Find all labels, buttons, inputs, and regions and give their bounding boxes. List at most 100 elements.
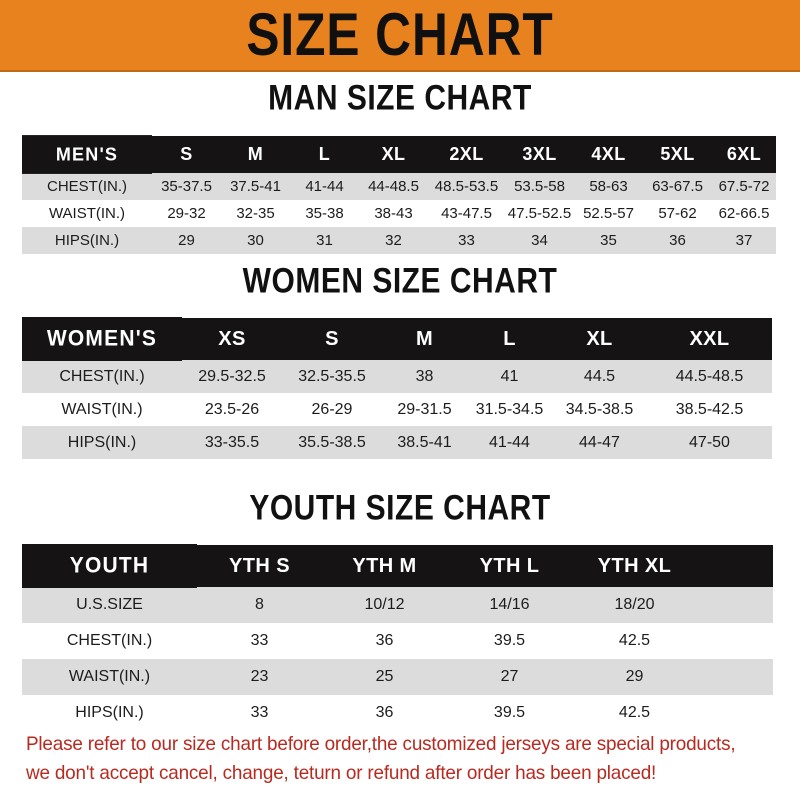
disclaimer-text: Please refer to our size chart before or… [26,730,755,788]
youth-header-spacer [697,545,773,587]
youth-row-3-cell-1: 36 [322,695,447,731]
table-row: HIPS(IN.) 33-35.5 35.5-38.5 38.5-41 41-4… [22,426,772,459]
women-header-cell-2: S [282,318,382,360]
men-row-2-cell-6: 35 [574,227,643,254]
youth-row-3-cell-2: 39.5 [447,695,572,731]
women-row-2-cell-4: 44-47 [552,426,647,459]
youth-row-3-cell-3: 42.5 [572,695,697,731]
women-row-2-label: HIPS(IN.) [22,426,182,459]
youth-header-cell-2: YTH M [322,545,447,587]
youth-section-title: YOUTH SIZE CHART [249,488,551,528]
men-row-0-cell-5: 53.5-58 [505,173,574,200]
youth-row-1-spacer [697,623,773,659]
women-row-1-cell-3: 31.5-34.5 [467,393,552,426]
youth-row-0-label: U.S.SIZE [22,587,197,623]
youth-row-2-cell-3: 29 [572,659,697,695]
women-row-1-cell-0: 23.5-26 [182,393,282,426]
disclaimer-line-2: we don't accept cancel, change, teturn o… [26,762,657,784]
men-header-cell-5: 2XL [428,136,505,173]
men-row-1-cell-1: 32-35 [221,200,290,227]
women-section-title: WOMEN SIZE CHART [242,261,558,301]
women-header-cell-0: WOMEN'S [22,316,182,362]
men-row-2-cell-5: 34 [505,227,574,254]
youth-size-table: YOUTH YTH S YTH M YTH L YTH XL U.S.SIZE … [22,543,773,731]
men-row-2-cell-7: 36 [643,227,712,254]
youth-row-1-cell-3: 42.5 [572,623,697,659]
women-header-cell-1: XS [182,318,282,360]
page-header-banner: SIZE CHART [0,0,800,72]
men-header-cell-7: 4XL [574,136,643,173]
women-row-0-cell-1: 32.5-35.5 [282,360,382,393]
table-row: HIPS(IN.) 29 30 31 32 33 34 35 36 37 [22,227,776,254]
women-table-wrapper: WOMEN'S XS S M L XL XXL CHEST(IN.) 29.5-… [22,316,772,459]
youth-row-1-label: CHEST(IN.) [22,623,197,659]
women-row-0-cell-0: 29.5-32.5 [182,360,282,393]
men-header-cell-2: M [221,136,290,173]
youth-table-header-row: YOUTH YTH S YTH M YTH L YTH XL [22,543,773,589]
men-row-0-cell-8: 67.5-72 [712,173,776,200]
youth-row-0-cell-3: 18/20 [572,587,697,623]
men-row-0-cell-3: 44-48.5 [359,173,428,200]
men-row-0-cell-1: 37.5-41 [221,173,290,200]
women-row-1-cell-1: 26-29 [282,393,382,426]
men-header-cell-4: XL [359,136,428,173]
youth-row-0-spacer [697,587,773,623]
youth-header-cell-3: YTH L [447,545,572,587]
men-header-cell-6: 3XL [505,136,574,173]
men-size-table: MEN'S S M L XL 2XL 3XL 4XL 5XL 6XL CHEST… [22,135,776,254]
men-header-cell-1: S [152,136,221,173]
men-header-cell-3: L [290,136,359,173]
women-header-cell-3: M [382,318,467,360]
youth-row-3-cell-0: 33 [197,695,322,731]
youth-header-cell-4: YTH XL [572,545,697,587]
men-row-1-cell-8: 62-66.5 [712,200,776,227]
women-row-2-cell-5: 47-50 [647,426,772,459]
men-row-1-label: WAIST(IN.) [22,200,152,227]
women-header-cell-6: XXL [647,318,772,360]
youth-row-1-cell-0: 33 [197,623,322,659]
youth-row-3-spacer [697,695,773,731]
women-row-0-cell-2: 38 [382,360,467,393]
men-row-2-cell-1: 30 [221,227,290,254]
women-row-1-label: WAIST(IN.) [22,393,182,426]
men-header-cell-9: 6XL [712,136,776,173]
youth-row-0-cell-0: 8 [197,587,322,623]
youth-row-3-label: HIPS(IN.) [22,695,197,731]
youth-row-2-cell-2: 27 [447,659,572,695]
women-size-table: WOMEN'S XS S M L XL XXL CHEST(IN.) 29.5-… [22,316,772,459]
table-row: U.S.SIZE 8 10/12 14/16 18/20 [22,587,773,623]
women-header-cell-5: XL [552,318,647,360]
women-row-0-cell-4: 44.5 [552,360,647,393]
men-row-2-cell-3: 32 [359,227,428,254]
youth-row-2-spacer [697,659,773,695]
table-row: CHEST(IN.) 29.5-32.5 32.5-35.5 38 41 44.… [22,360,772,393]
women-row-2-cell-2: 38.5-41 [382,426,467,459]
women-table-header-row: WOMEN'S XS S M L XL XXL [22,316,772,362]
women-row-2-cell-3: 41-44 [467,426,552,459]
men-row-0-cell-7: 63-67.5 [643,173,712,200]
men-table-header-row: MEN'S S M L XL 2XL 3XL 4XL 5XL 6XL [22,135,776,174]
men-row-2-label: HIPS(IN.) [22,227,152,254]
men-row-1-cell-4: 43-47.5 [428,200,505,227]
men-header-cell-8: 5XL [643,136,712,173]
men-row-0-label: CHEST(IN.) [22,173,152,200]
youth-row-2-label: WAIST(IN.) [22,659,197,695]
youth-row-0-cell-2: 14/16 [447,587,572,623]
women-row-2-cell-1: 35.5-38.5 [282,426,382,459]
women-row-1-cell-4: 34.5-38.5 [552,393,647,426]
youth-row-2-cell-1: 25 [322,659,447,695]
youth-header-cell-0: YOUTH [22,543,197,589]
table-row: CHEST(IN.) 33 36 39.5 42.5 [22,623,773,659]
table-row: WAIST(IN.) 23.5-26 26-29 29-31.5 31.5-34… [22,393,772,426]
women-row-2-cell-0: 33-35.5 [182,426,282,459]
men-row-2-cell-8: 37 [712,227,776,254]
women-row-1-cell-2: 29-31.5 [382,393,467,426]
men-section-title: MAN SIZE CHART [268,78,532,118]
men-row-1-cell-5: 47.5-52.5 [505,200,574,227]
men-row-2-cell-2: 31 [290,227,359,254]
youth-row-0-cell-1: 10/12 [322,587,447,623]
youth-row-2-cell-0: 23 [197,659,322,695]
men-row-1-cell-7: 57-62 [643,200,712,227]
table-row: CHEST(IN.) 35-37.5 37.5-41 41-44 44-48.5… [22,173,776,200]
